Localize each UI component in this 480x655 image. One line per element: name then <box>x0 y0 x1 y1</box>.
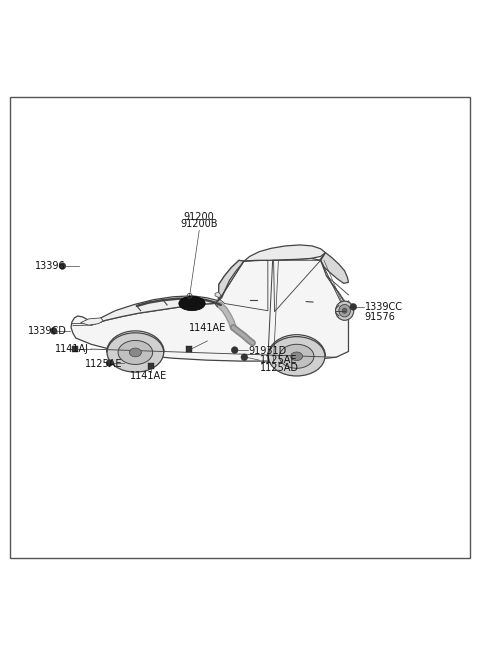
Circle shape <box>50 328 57 334</box>
Ellipse shape <box>107 333 164 372</box>
Circle shape <box>59 263 66 269</box>
Circle shape <box>231 346 238 354</box>
Circle shape <box>106 360 113 366</box>
Ellipse shape <box>129 348 142 357</box>
Text: 1125AD: 1125AD <box>260 364 299 373</box>
Circle shape <box>350 303 357 310</box>
Text: 1141AE: 1141AE <box>130 371 168 381</box>
Text: 1141AJ: 1141AJ <box>55 344 89 354</box>
Text: 91931D: 91931D <box>249 346 287 356</box>
Polygon shape <box>71 258 348 361</box>
Polygon shape <box>244 245 325 261</box>
Text: 1141AE: 1141AE <box>189 324 226 333</box>
Text: 91200B: 91200B <box>180 219 218 229</box>
Circle shape <box>241 354 248 361</box>
Polygon shape <box>91 296 218 325</box>
Bar <box>186 346 192 352</box>
Text: 91576: 91576 <box>365 312 396 322</box>
Bar <box>148 363 154 369</box>
Text: 1125AE: 1125AE <box>260 355 298 365</box>
Text: 1339CC: 1339CC <box>365 302 403 312</box>
Ellipse shape <box>279 345 314 368</box>
Polygon shape <box>215 292 221 298</box>
Polygon shape <box>81 318 103 325</box>
Polygon shape <box>345 301 350 310</box>
Text: 1339CD: 1339CD <box>28 326 67 336</box>
Text: 13396: 13396 <box>35 261 65 271</box>
Ellipse shape <box>336 301 354 320</box>
Ellipse shape <box>342 308 347 313</box>
Polygon shape <box>321 253 348 284</box>
Ellipse shape <box>290 352 302 361</box>
Polygon shape <box>218 260 244 301</box>
Text: 1125AE: 1125AE <box>85 360 123 369</box>
Ellipse shape <box>339 305 350 317</box>
Ellipse shape <box>118 341 153 364</box>
Ellipse shape <box>179 296 205 310</box>
Ellipse shape <box>268 337 325 376</box>
Text: 91200: 91200 <box>184 212 215 222</box>
Bar <box>72 346 78 352</box>
